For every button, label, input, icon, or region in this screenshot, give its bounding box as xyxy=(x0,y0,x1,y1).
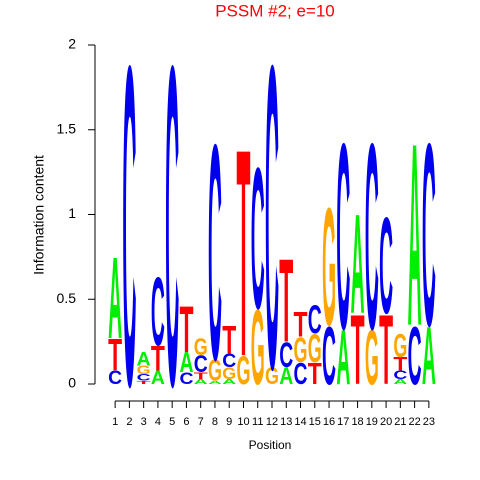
logo-letter: C xyxy=(137,373,151,384)
logo-letter: T xyxy=(108,330,122,380)
x-tick-label: 7 xyxy=(198,416,204,428)
x-tick-label: 9 xyxy=(226,416,232,428)
logo-letter: C xyxy=(379,188,393,342)
logo-letter: T xyxy=(236,89,250,419)
logo-letter: C xyxy=(194,350,208,377)
logo-letter: G xyxy=(137,364,151,377)
logo-letter: G xyxy=(236,348,250,393)
y-tick-label: 0 xyxy=(68,375,76,391)
logo-letter: G xyxy=(194,335,208,361)
logo-letter: A xyxy=(108,234,122,364)
x-tick-label: 11 xyxy=(252,416,263,428)
logo-letter: T xyxy=(151,340,165,379)
x-tick-label: 22 xyxy=(408,416,420,428)
logo-letter: C xyxy=(365,88,379,384)
logo-letter: A xyxy=(137,350,151,371)
logo-letter: T xyxy=(351,296,365,406)
logo-letter: T xyxy=(294,306,308,345)
logo-letter: A xyxy=(408,91,422,382)
x-tick-label: 15 xyxy=(309,416,321,428)
logo-letter: A xyxy=(151,368,165,389)
x-tick-label: 5 xyxy=(169,416,175,428)
logo-letter: T xyxy=(194,370,208,381)
x-tick-label: 17 xyxy=(337,416,349,428)
logo-letter: T xyxy=(137,380,151,385)
chart-title: PSSM #2; e=10 xyxy=(215,1,335,20)
logo-letter: C xyxy=(265,0,279,459)
x-tick-label: 8 xyxy=(212,416,218,428)
logo-letter: C xyxy=(208,82,222,425)
logo-letter: C xyxy=(422,91,436,382)
x-tick-label: 13 xyxy=(280,416,292,428)
logo-letter: A xyxy=(336,314,350,402)
x-tick-label: 14 xyxy=(294,416,306,428)
logo-letter: T xyxy=(308,356,322,391)
x-tick-label: 10 xyxy=(237,416,249,428)
logo-letter: T xyxy=(222,317,236,362)
x-tick-label: 6 xyxy=(183,416,189,428)
logo-letter: A xyxy=(179,348,193,380)
logo-letter: A xyxy=(393,378,408,386)
logo-letter: G xyxy=(393,327,407,364)
logo-letter: G xyxy=(265,364,279,390)
x-tick-label: 19 xyxy=(366,416,378,428)
logo-letter: G xyxy=(208,354,222,388)
logo-letter: A xyxy=(222,378,237,386)
x-tick-label: 21 xyxy=(394,416,406,428)
x-tick-label: 2 xyxy=(126,416,132,428)
logo-letter: A xyxy=(194,378,209,386)
logo-letter: C xyxy=(165,0,179,480)
logo-letter: G xyxy=(222,364,236,383)
logo-letter: T xyxy=(393,354,407,375)
logo-letter: A xyxy=(208,380,222,385)
logo-letter: T xyxy=(279,236,293,368)
logo-letter: T xyxy=(379,296,393,406)
logo-letter: C xyxy=(294,358,308,392)
logo-letter: C xyxy=(179,369,193,387)
logo-letter: G xyxy=(294,330,308,369)
logo-letter: C xyxy=(336,88,350,384)
logo-letter: C xyxy=(322,310,336,402)
x-tick-label: 3 xyxy=(141,416,147,428)
logo-letter: G xyxy=(322,174,336,361)
logo-letter: C xyxy=(408,310,422,402)
logo-letter: C xyxy=(122,0,136,480)
logo-letter: C xyxy=(279,336,293,376)
logo-letter: G xyxy=(308,326,322,371)
logo-letter: G xyxy=(365,315,379,402)
logo-letter: C xyxy=(151,258,165,366)
logo-letter: A xyxy=(279,362,293,389)
logo-letter: C xyxy=(108,368,122,389)
y-tick-label: 1 xyxy=(68,205,76,221)
y-tick-label: 1.5 xyxy=(57,120,77,136)
logo-letter: C xyxy=(222,351,236,372)
x-tick-label: 4 xyxy=(155,416,161,428)
logo-letter: C xyxy=(251,128,265,352)
logo-letter: C xyxy=(393,369,407,382)
logo-letter: A xyxy=(351,185,365,343)
logo-letter: T xyxy=(179,292,193,367)
logo-letter: G xyxy=(251,289,265,408)
y-tick-label: 0.5 xyxy=(57,290,77,306)
x-tick-label: 16 xyxy=(323,416,335,428)
x-tick-label: 12 xyxy=(266,416,278,428)
x-tick-label: 1 xyxy=(112,416,118,428)
x-tick-label: 23 xyxy=(423,416,435,428)
y-tick-label: 2 xyxy=(68,36,76,52)
logo-letter: A xyxy=(422,310,436,402)
x-tick-label: 20 xyxy=(380,416,392,428)
y-axis-label: Information content xyxy=(31,155,47,275)
x-tick-label: 18 xyxy=(351,416,363,428)
logo-letter: C xyxy=(308,296,322,342)
x-axis-label: Position xyxy=(249,438,292,452)
